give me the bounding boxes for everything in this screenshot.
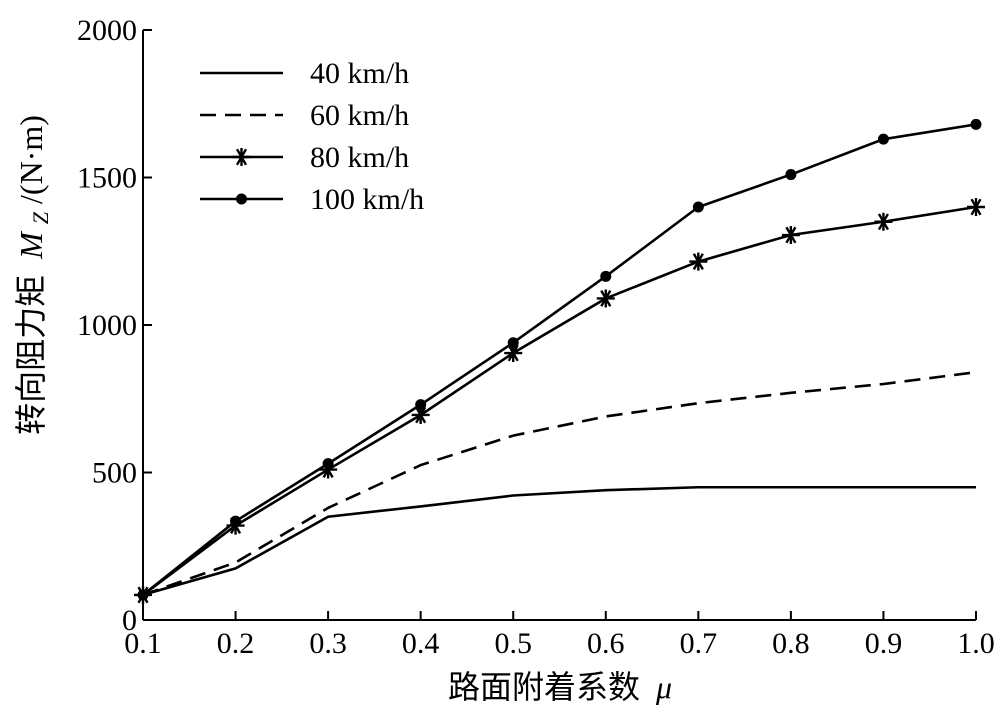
x-tick-label: 0.7	[680, 627, 718, 660]
legend-label: 80 km/h	[310, 141, 409, 174]
legend-label: 40 km/h	[310, 57, 409, 90]
star-marker	[781, 226, 800, 245]
x-tick-label: 1.0	[957, 627, 995, 660]
circle-marker	[970, 118, 982, 130]
legend-label: 60 km/h	[310, 99, 409, 132]
x-axis-title-symbol: μ	[655, 669, 672, 705]
circle-marker	[600, 270, 612, 282]
series-80-km-h	[134, 198, 985, 604]
y-tick-label: 0	[122, 604, 137, 637]
x-tick-label: 0.1	[124, 627, 162, 660]
y-axis-title-unit: /(N·m)	[13, 115, 49, 204]
circle-marker	[785, 169, 797, 181]
series-line	[142, 123, 977, 596]
legend-item: 100 km/h	[200, 183, 424, 216]
x-tick-label: 0.2	[217, 627, 255, 660]
circle-marker	[137, 589, 149, 601]
circle-marker	[236, 193, 247, 205]
circle-marker	[877, 133, 889, 145]
y-tick-label: 1000	[77, 309, 137, 342]
y-tick-label: 500	[92, 457, 137, 490]
y-axis-title-subscript: Z	[28, 211, 53, 224]
series-line	[142, 485, 976, 597]
circle-marker	[692, 201, 704, 213]
y-axis-title-text: 转向阻力矩	[13, 275, 49, 435]
circle-marker	[415, 399, 427, 411]
circle-marker	[507, 337, 519, 349]
circle-marker	[322, 458, 334, 470]
star-marker	[967, 198, 985, 216]
x-axis-title-text: 路面附着系数	[448, 669, 640, 705]
legend: 40 km/h 60 km/h 80 km/h 100 km/h	[200, 57, 424, 216]
star-marker	[411, 405, 430, 424]
x-tick-label: 0.3	[309, 627, 347, 660]
series-layer	[134, 118, 985, 604]
ticks: 0.1 0.2 0.3 0.4 0.5 0.6 0.7 0.8 0.9 1.0 0 500 1000 15…	[77, 14, 995, 660]
y-axis-title: 转向阻力矩 M Z /(N·m)	[13, 115, 55, 435]
series-60-km-h	[142, 370, 977, 597]
series-line	[142, 205, 977, 596]
y-tick-label: 1500	[77, 162, 137, 195]
legend-item: 60 km/h	[200, 99, 409, 132]
x-tick-label: 0.6	[587, 627, 625, 660]
legend-item: 80 km/h	[200, 141, 409, 174]
circle-marker	[230, 515, 242, 527]
legend-label: 100 km/h	[310, 183, 424, 216]
x-tick-label: 0.9	[865, 627, 903, 660]
y-axis-title-symbol: M	[13, 230, 49, 260]
x-axis-title: 路面附着系数 μ	[448, 669, 672, 705]
star-marker	[232, 148, 251, 166]
x-tick-label: 0.8	[772, 627, 810, 660]
legend-item: 40 km/h	[200, 57, 409, 90]
series-40-km-h	[142, 485, 976, 597]
y-tick-label: 2000	[77, 14, 137, 47]
star-marker	[874, 212, 893, 231]
star-marker	[596, 289, 615, 308]
series-line	[142, 370, 977, 597]
x-tick-label: 0.4	[402, 627, 440, 660]
series-100-km-h	[137, 118, 982, 601]
x-tick-label: 0.5	[494, 627, 532, 660]
star-marker	[689, 252, 708, 271]
